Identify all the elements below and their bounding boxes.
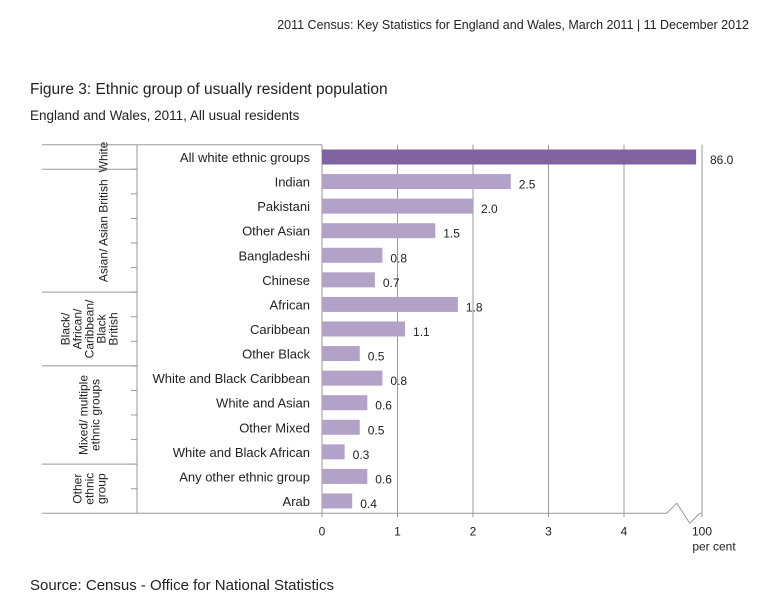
- y-tick-label: White and Black Caribbean: [152, 371, 310, 386]
- value-label: 0.4: [360, 497, 377, 511]
- bar: [322, 272, 375, 288]
- chart-subtitle: England and Wales, 2011, All usual resid…: [30, 108, 300, 123]
- y-tick-label: Bangladeshi: [238, 248, 310, 263]
- group-label: Mixed/ multiple: [77, 375, 91, 455]
- group-label: ethnic groups: [89, 379, 103, 451]
- value-label: 0.3: [353, 448, 370, 462]
- y-tick-label: All white ethnic groups: [180, 150, 311, 165]
- y-tick-label: Chinese: [262, 273, 310, 288]
- page-header: 2011 Census: Key Statistics for England …: [277, 18, 749, 32]
- value-label: 0.7: [383, 276, 400, 290]
- value-label: 0.6: [375, 472, 392, 486]
- y-tick-label: White and Asian: [216, 396, 310, 411]
- value-label: 0.8: [390, 374, 407, 388]
- group-label: Other: [71, 474, 85, 504]
- y-tick-label: Other Mixed: [239, 420, 310, 435]
- y-tick-label: Arab: [283, 494, 310, 509]
- bar: [322, 493, 353, 509]
- bar: [322, 198, 473, 214]
- value-label: 0.5: [368, 423, 385, 437]
- value-label: 0.5: [368, 350, 385, 364]
- x-tick-label: 4: [621, 524, 628, 538]
- bar: [322, 395, 368, 411]
- group-label: Black/: [59, 312, 73, 345]
- axis-break: [666, 502, 701, 525]
- bar: [322, 321, 406, 337]
- y-tick-label: Any other ethnic group: [179, 469, 310, 484]
- value-label: 0.6: [375, 399, 392, 413]
- group-label: ethnic: [83, 473, 97, 505]
- group-label: Caribbean/: [83, 299, 97, 358]
- value-label: 1.8: [466, 300, 483, 314]
- y-tick-label: Other Asian: [242, 224, 310, 239]
- group-label: White: [97, 141, 111, 172]
- value-label: 2.0: [481, 202, 498, 216]
- bar: [322, 174, 511, 190]
- y-tick-label: African: [270, 297, 310, 312]
- chart-title: Figure 3: Ethnic group of usually reside…: [30, 81, 388, 98]
- y-tick-label: Other Black: [242, 347, 310, 362]
- x-tick-label: 100: [692, 524, 712, 538]
- value-label: 86.0: [710, 153, 734, 167]
- y-tick-label: Pakistani: [257, 199, 310, 214]
- value-label: 2.5: [519, 178, 536, 192]
- bar: [322, 346, 360, 362]
- x-tick-label: 0: [319, 524, 326, 538]
- bar: [322, 444, 345, 460]
- y-tick-label: White and Black African: [173, 445, 310, 460]
- y-tick-label: Indian: [275, 175, 310, 190]
- value-label: 1.1: [413, 325, 430, 339]
- group-label: Black: [95, 313, 109, 343]
- source: Source: Census - Office for National Sta…: [30, 577, 334, 594]
- x-tick-label: 2: [470, 524, 477, 538]
- x-axis-label: per cent: [692, 539, 736, 553]
- x-tick-label: 1: [394, 524, 401, 538]
- bar: [322, 419, 360, 435]
- bar: [322, 223, 436, 239]
- bar: [322, 296, 458, 312]
- x-tick-label: 3: [545, 524, 552, 538]
- group-label: British: [107, 312, 121, 345]
- group-label: African/: [71, 308, 85, 349]
- bar: [322, 468, 368, 484]
- y-tick-label: Caribbean: [250, 322, 310, 337]
- bar: [322, 247, 383, 263]
- value-label: 1.5: [443, 227, 460, 241]
- group-label: group: [95, 473, 109, 504]
- value-label: 0.8: [390, 251, 407, 265]
- group-label: Asian/ Asian British: [97, 179, 111, 282]
- bar: [322, 370, 383, 386]
- bar: [322, 149, 697, 165]
